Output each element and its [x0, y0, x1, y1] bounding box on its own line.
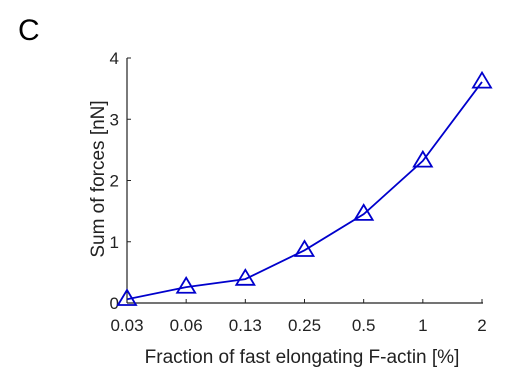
panel-label: C	[18, 14, 40, 47]
x-tick-label: 0.03	[110, 316, 143, 335]
y-tick-label: 2	[110, 172, 119, 191]
x-tick-label: 0.13	[229, 316, 262, 335]
y-tick-label: 0	[110, 294, 119, 313]
y-tick-label: 1	[110, 233, 119, 252]
data-point-triangle	[116, 288, 138, 306]
data-point-triangle	[293, 239, 316, 257]
y-axis-title: Sum of forces [nN]	[88, 100, 109, 257]
data-point-triangle	[412, 149, 434, 168]
axes	[126, 58, 483, 304]
data-point-triangle	[234, 268, 256, 286]
data-point-triangle	[175, 276, 197, 294]
x-tick-label: 1	[418, 316, 427, 335]
series-line	[126, 81, 483, 301]
data-point-triangle	[471, 70, 493, 89]
series-layer	[116, 70, 493, 306]
x-axis-title: Fraction of fast elongating F-actin [%]	[145, 347, 460, 368]
x-tick-label: 0.06	[170, 316, 203, 335]
y-tick-label: 3	[110, 110, 119, 129]
y-tick-label: 4	[110, 49, 119, 68]
x-axis-ticks: 0.03 0.06 0.13 0.25 0.5 1 2	[110, 299, 487, 335]
y-axis-ticks: 0 1 2 3 4	[110, 49, 131, 313]
x-tick-label: 0.5	[352, 316, 376, 335]
x-tick-label: 2	[477, 316, 486, 335]
x-tick-label: 0.25	[288, 316, 321, 335]
data-point-triangle	[353, 203, 375, 221]
